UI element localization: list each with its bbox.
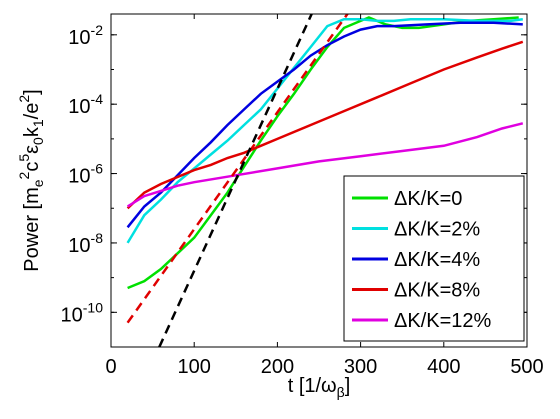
fit-line-dashed-6: [158, 14, 314, 347]
y-tick-label: 10-8: [68, 230, 103, 257]
legend-label: ΔK/K=0: [394, 188, 462, 210]
x-tick-label: 500: [510, 356, 543, 378]
legend-label: ΔK/K=2%: [394, 219, 480, 241]
y-axis-label-text: Power [me2c5ε0k1/e2]: [16, 89, 46, 271]
axis-ticks: 0 100 200 300 400 500 10-10 10-8 10-6 10-4 10-2: [61, 14, 544, 378]
legend-label: ΔK/K=8%: [394, 280, 480, 302]
x-tick-label: 0: [105, 356, 116, 378]
x-axis-label: t [1/ωβ]: [288, 375, 351, 400]
series-line-1: [126, 17, 523, 244]
x-tick-label: 200: [261, 356, 294, 378]
y-tick-label: 10-10: [61, 299, 104, 326]
legend-label: ΔK/K=4%: [394, 249, 480, 271]
x-axis-label-text: t [1/ωβ]: [288, 375, 351, 400]
y-tick-label: 10-2: [68, 22, 103, 49]
x-tick-label: 400: [427, 356, 460, 378]
legend: ΔK/K=0 ΔK/K=2% ΔK/K=4% ΔK/K=8% ΔK/K=12%: [343, 175, 525, 342]
y-tick-label: 10-6: [68, 161, 103, 188]
x-tick-label: 300: [344, 356, 377, 378]
series-line-2: [126, 21, 523, 229]
x-tick-label: 100: [178, 356, 211, 378]
plot-area: [110, 13, 528, 348]
legend-label: ΔK/K=12%: [394, 310, 492, 332]
y-tick-label: 10-4: [68, 91, 103, 118]
series-lines: [126, 14, 524, 347]
series-line-4: [126, 122, 524, 208]
fit-line-dashed-5: [126, 14, 349, 324]
series-line-0: [127, 16, 519, 290]
y-axis-label: Power [me2c5ε0k1/e2]: [16, 89, 46, 271]
plot-frame: [110, 13, 528, 348]
series-line-3: [126, 40, 524, 210]
